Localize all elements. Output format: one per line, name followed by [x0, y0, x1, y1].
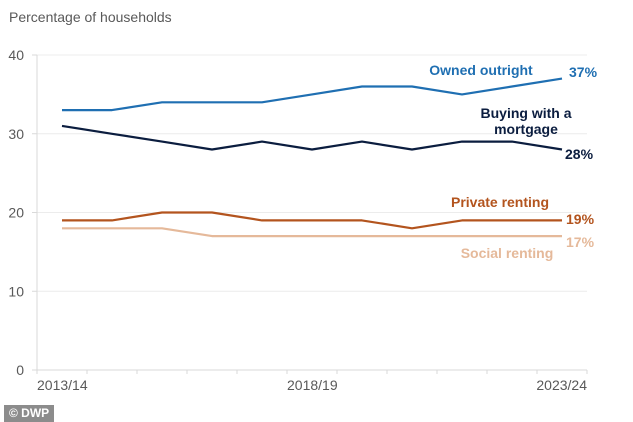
- series-end-value: 28%: [565, 146, 594, 162]
- source-credit: © DWP: [4, 405, 55, 422]
- y-tick-label-30: 30: [8, 126, 24, 142]
- series-label: Buying with a: [481, 105, 572, 121]
- series-label: Social renting: [461, 245, 554, 261]
- series-end-value: 17%: [566, 234, 595, 250]
- series-line-social-renting: [62, 227, 562, 238]
- x-tick-label: 2023/24: [536, 377, 587, 393]
- y-axis-title: Percentage of households: [9, 9, 172, 25]
- y-tick-label-20: 20: [8, 205, 24, 221]
- axes: [32, 54, 588, 374]
- series-end-value: 37%: [569, 64, 598, 80]
- x-tick-label: 2018/19: [287, 377, 338, 393]
- tick-labels: 0 10 20 30 40 2013/14 2018/19 2023/24: [8, 47, 587, 393]
- series-end-value: 19%: [566, 211, 595, 227]
- series-label: mortgage: [494, 121, 558, 137]
- series-lines: [61, 77, 563, 238]
- y-tick-label-10: 10: [8, 283, 24, 299]
- gridlines: [37, 54, 587, 292]
- y-tick-label-0: 0: [16, 362, 24, 378]
- series-line-private-renting: [62, 211, 562, 230]
- x-tick-label: 2013/14: [37, 377, 88, 393]
- series-label: Private renting: [451, 194, 549, 210]
- series-label: Owned outright: [429, 62, 533, 78]
- series-line-owned-outright: [62, 77, 563, 112]
- series-line-buying-with-a-mortgage: [61, 124, 563, 151]
- y-tick-label-40: 40: [8, 47, 24, 63]
